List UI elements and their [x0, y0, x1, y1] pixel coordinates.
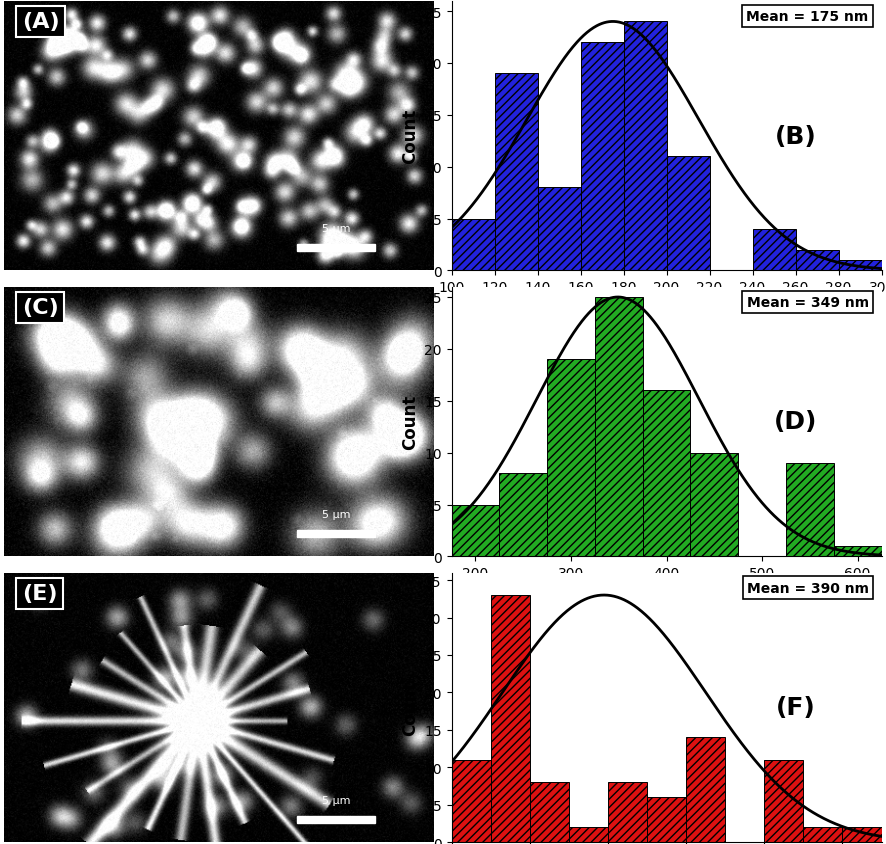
- Bar: [452, 219, 494, 271]
- Bar: [804, 827, 843, 842]
- Bar: [298, 245, 375, 252]
- Bar: [595, 298, 642, 557]
- Bar: [530, 782, 569, 842]
- Bar: [580, 43, 624, 271]
- Bar: [494, 74, 538, 271]
- Text: (D): (D): [773, 410, 817, 434]
- Bar: [752, 230, 796, 271]
- Bar: [452, 760, 491, 842]
- Text: (E): (E): [21, 584, 57, 603]
- Text: (C): (C): [21, 298, 58, 318]
- Bar: [686, 738, 726, 842]
- X-axis label: Particle size (nm): Particle size (nm): [585, 586, 749, 604]
- Y-axis label: Count: Count: [400, 680, 419, 735]
- Bar: [491, 595, 530, 842]
- Text: (B): (B): [774, 124, 817, 149]
- Bar: [690, 453, 738, 557]
- Y-axis label: Count: Count: [400, 394, 419, 450]
- Bar: [786, 463, 834, 557]
- Text: (F): (F): [776, 695, 815, 720]
- Bar: [608, 782, 647, 842]
- Bar: [834, 546, 882, 557]
- Bar: [624, 23, 666, 271]
- Bar: [642, 391, 690, 557]
- Bar: [298, 530, 375, 537]
- Bar: [647, 798, 686, 842]
- Text: Mean = 349 nm: Mean = 349 nm: [747, 295, 868, 310]
- Bar: [298, 816, 375, 823]
- Bar: [843, 827, 882, 842]
- Bar: [666, 157, 710, 271]
- Y-axis label: Count: Count: [400, 109, 419, 164]
- Text: 5 μm: 5 μm: [322, 795, 350, 805]
- Bar: [569, 827, 608, 842]
- X-axis label: Particle size (nm): Particle size (nm): [585, 300, 749, 318]
- Bar: [548, 360, 595, 557]
- Text: Mean = 175 nm: Mean = 175 nm: [746, 10, 868, 24]
- Bar: [500, 473, 548, 557]
- Bar: [838, 261, 882, 271]
- Bar: [796, 251, 838, 271]
- Text: (A): (A): [21, 13, 59, 32]
- Text: 5 μm: 5 μm: [322, 510, 350, 519]
- Text: 5 μm: 5 μm: [322, 224, 350, 234]
- Bar: [538, 188, 580, 271]
- Bar: [452, 505, 500, 557]
- Bar: [765, 760, 804, 842]
- Text: Mean = 390 nm: Mean = 390 nm: [747, 581, 868, 595]
